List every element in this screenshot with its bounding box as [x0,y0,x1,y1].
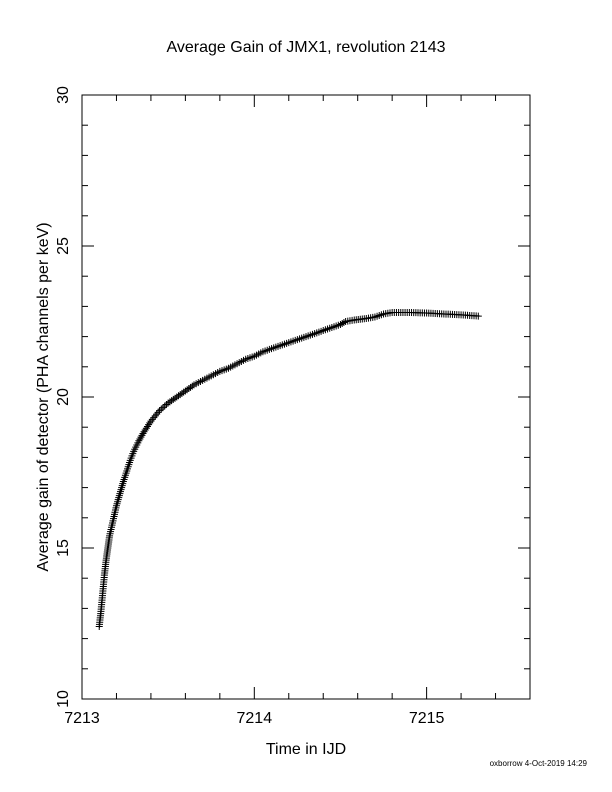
data-point [145,421,153,429]
data-point [161,402,169,410]
data-point [139,430,147,438]
data-point [156,407,164,415]
data-point [159,404,167,412]
data-point [136,435,144,443]
data-point [135,437,143,445]
chart-title: Average Gain of JMX1, revolution 2143 [167,39,446,56]
data-point [151,412,159,420]
data-markers [95,308,482,631]
footer-stamp: oxborrow 4-Oct-2019 14:29 [490,759,588,768]
y-axis-label: Average gain of detector (PHA channels p… [35,222,52,571]
y-tick-label: 25 [55,237,72,255]
data-point [148,415,156,423]
data-point [188,382,196,390]
data-point [157,405,165,413]
data-point [138,431,146,439]
data-point [474,312,482,320]
y-tick-label: 10 [55,690,72,708]
data-point [340,319,348,327]
data-point [153,410,161,418]
x-axis-ticks [81,95,531,699]
y-tick-label: 20 [55,388,72,406]
x-axis-label: Time in IJD [266,741,346,758]
data-point [140,428,148,436]
data-point [147,417,155,425]
y-tick-label: 15 [55,539,72,557]
y-axis-ticks [82,94,530,700]
x-axis-tick-labels: 7213 7214 7215 [64,710,444,727]
y-axis-tick-labels: 10 15 20 25 30 [55,86,72,708]
x-tick-label: 7215 [409,710,445,727]
data-point [154,408,162,416]
data-point [150,414,158,422]
data-point [137,433,145,441]
data-point [142,424,150,432]
data-point [141,426,149,434]
x-tick-label: 7213 [64,710,100,727]
y-tick-label: 30 [55,86,72,104]
data-point [146,419,154,427]
plot-frame [81,94,531,700]
data-point [143,422,151,430]
x-tick-label: 7214 [237,710,273,727]
